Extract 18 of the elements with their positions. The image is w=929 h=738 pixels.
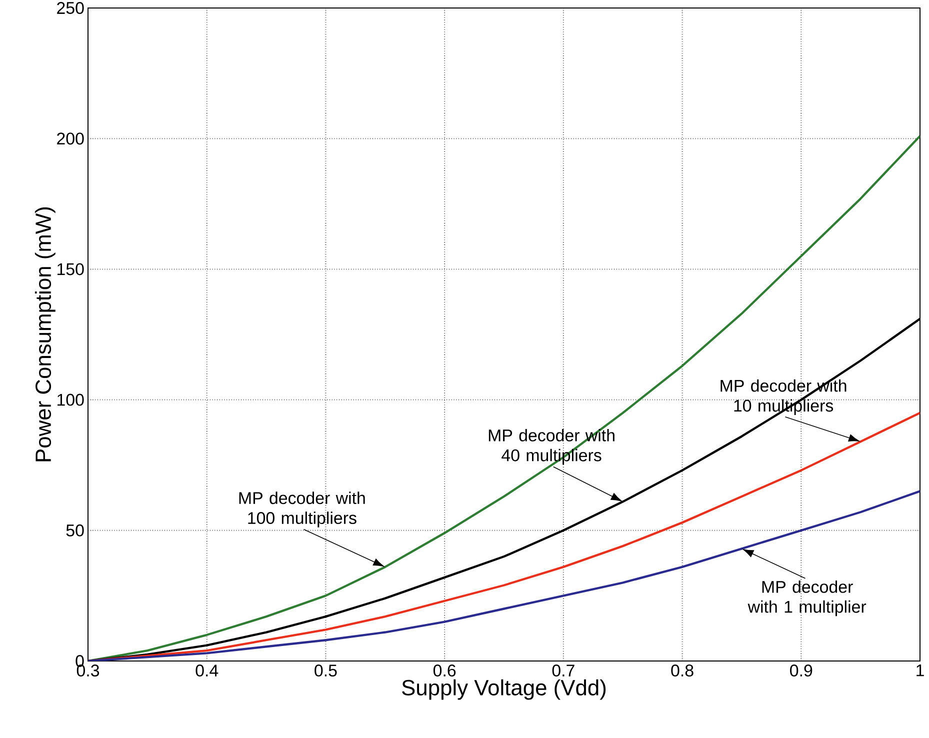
x-tick-label: 0.7 [552, 664, 574, 677]
line-series [88, 134, 920, 661]
x-tick-label: 0.3 [76, 664, 100, 677]
x-tick-label: 0.8 [671, 664, 694, 677]
x-tick-label: 0.6 [433, 664, 456, 677]
y-axis-title: Power Consumption (mW) [34, 207, 56, 462]
annotation: MP decoder with 1 multiplier [748, 580, 866, 616]
y-tick-label: 200 [57, 132, 84, 145]
x-axis-title: Supply Voltage (Vdd) [402, 679, 606, 700]
y-tick-label: 250 [57, 2, 84, 14]
x-tick-label: 1 [916, 664, 924, 676]
y-tick-label: 100 [58, 394, 84, 406]
y-tick-label: 150 [58, 263, 84, 276]
annotation: MP decoder with 100 multipliers [239, 492, 365, 528]
x-tick-label: 0.5 [314, 664, 337, 677]
x-tick-label: 0.4 [196, 664, 218, 677]
y-tick-label: 50 [66, 524, 84, 536]
x-tick-label: 0.9 [790, 664, 812, 677]
